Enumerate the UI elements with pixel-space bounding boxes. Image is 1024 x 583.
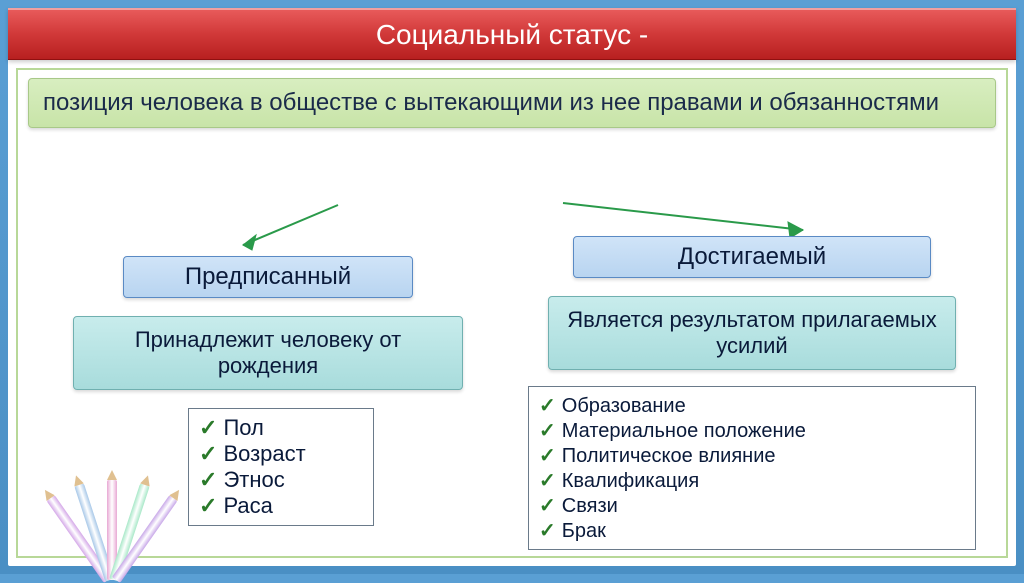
right-list: ОбразованиеМатериальное положениеПолитич… bbox=[539, 393, 965, 543]
list-item: Этнос bbox=[199, 467, 363, 493]
list-item: Брак bbox=[539, 518, 965, 543]
title-bar: Социальный статус - bbox=[8, 8, 1016, 60]
list-item: Образование bbox=[539, 393, 965, 418]
list-item: Возраст bbox=[199, 441, 363, 467]
left-subheading: Принадлежит человеку от рождения bbox=[135, 327, 401, 378]
left-subheading-box: Принадлежит человеку от рождения bbox=[73, 316, 463, 390]
right-subheading-box: Является результатом прилагаемых усилий bbox=[548, 296, 956, 370]
left-heading: Предписанный bbox=[185, 263, 351, 290]
pencils-icon bbox=[48, 470, 168, 580]
list-item: Пол bbox=[199, 415, 363, 441]
list-item: Материальное положение bbox=[539, 418, 965, 443]
right-subheading: Является результатом прилагаемых усилий bbox=[567, 307, 936, 358]
list-item: Раса bbox=[199, 493, 363, 519]
left-list: ПолВозрастЭтносРаса bbox=[199, 415, 363, 519]
definition-box: позиция человека в обществе с вытекающим… bbox=[28, 78, 996, 128]
list-item: Связи bbox=[539, 493, 965, 518]
slide-title: Социальный статус - bbox=[376, 19, 648, 51]
left-heading-box: Предписанный bbox=[123, 256, 413, 298]
right-list-box: ОбразованиеМатериальное положениеПолитич… bbox=[528, 386, 976, 550]
content-area: позиция человека в обществе с вытекающим… bbox=[16, 68, 1008, 558]
list-item: Квалификация bbox=[539, 468, 965, 493]
right-heading: Достигаемый bbox=[678, 243, 826, 270]
left-list-box: ПолВозрастЭтносРаса bbox=[188, 408, 374, 526]
right-heading-box: Достигаемый bbox=[573, 236, 931, 278]
list-item: Политическое влияние bbox=[539, 443, 965, 468]
slide-frame: Социальный статус - позиция человека в о… bbox=[8, 8, 1016, 566]
arrow-left bbox=[228, 200, 348, 260]
